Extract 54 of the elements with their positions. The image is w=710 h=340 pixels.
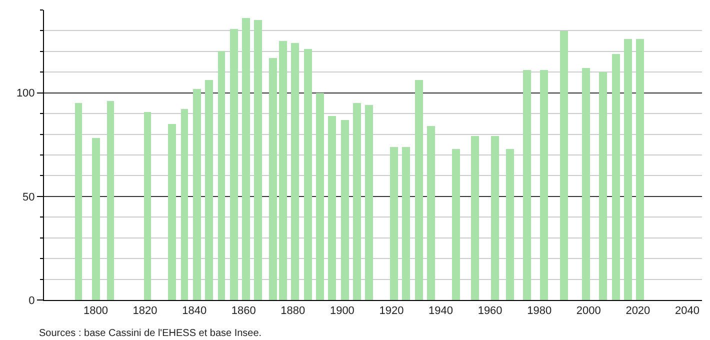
x-tick-label: 1880	[280, 305, 306, 318]
bar	[506, 149, 514, 300]
x-tick-label: 1820	[132, 305, 158, 318]
bar	[205, 80, 213, 300]
bar	[353, 103, 361, 300]
x-tick-label: 1860	[231, 305, 256, 318]
bar	[415, 80, 423, 300]
bar	[279, 41, 287, 300]
x-tick-label: 2020	[626, 305, 650, 318]
bar	[168, 124, 176, 300]
y-tick-label: 100	[16, 88, 35, 100]
bar	[107, 101, 114, 300]
bar	[316, 93, 324, 300]
bar	[390, 147, 398, 300]
bar	[365, 105, 373, 300]
bar	[612, 54, 620, 300]
bar	[402, 147, 410, 300]
bar	[471, 136, 479, 300]
x-tick-label: 1800	[84, 305, 108, 318]
source-note: Sources : base Cassini de l'EHESS et base Insee.	[39, 328, 262, 339]
bar	[452, 149, 460, 300]
bar	[242, 18, 250, 300]
bar	[291, 43, 299, 300]
bar	[254, 20, 262, 300]
bar	[218, 51, 225, 300]
bar	[523, 70, 531, 300]
x-tick-label: 1900	[330, 305, 354, 318]
x-tick-label: 2000	[576, 305, 601, 318]
x-tick-label: 1840	[182, 305, 207, 318]
bar	[560, 31, 568, 300]
x-tick-label: 1940	[428, 305, 454, 318]
bar	[92, 138, 100, 300]
bar	[582, 68, 590, 300]
bar	[193, 89, 201, 300]
bar	[341, 120, 349, 300]
y-tick-label: 50	[22, 191, 35, 204]
bar	[269, 58, 277, 300]
x-tick-label: 1960	[478, 305, 502, 318]
bar	[328, 116, 336, 300]
x-tick-label: 2040	[674, 305, 700, 318]
x-tick-label: 1920	[379, 305, 404, 318]
bar	[599, 72, 607, 300]
y-tick-label: 0	[28, 294, 35, 307]
bar	[230, 29, 238, 300]
bar	[624, 39, 632, 300]
bar	[636, 39, 644, 300]
bar	[540, 70, 548, 300]
bar	[75, 103, 82, 300]
x-tick-label: 1980	[527, 305, 552, 318]
bar	[427, 126, 435, 300]
bar	[304, 49, 312, 300]
bar	[491, 136, 499, 300]
bar	[181, 109, 188, 300]
bar	[144, 112, 151, 300]
